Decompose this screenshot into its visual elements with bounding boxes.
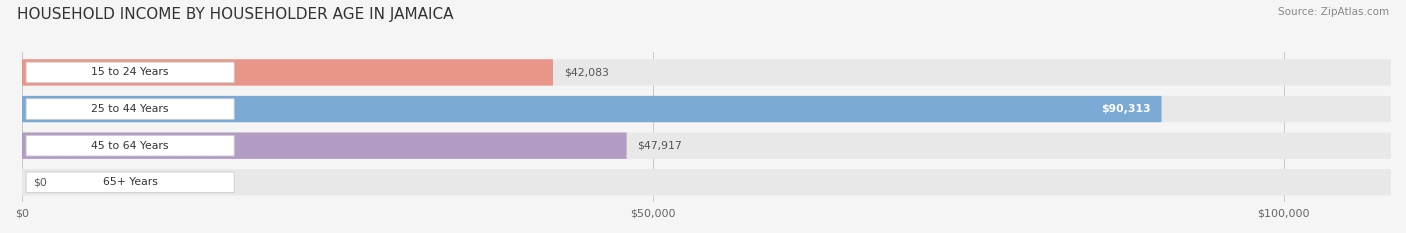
Text: 25 to 44 Years: 25 to 44 Years xyxy=(91,104,169,114)
Text: 45 to 64 Years: 45 to 64 Years xyxy=(91,141,169,151)
FancyBboxPatch shape xyxy=(22,133,627,159)
Text: $47,917: $47,917 xyxy=(637,141,682,151)
FancyBboxPatch shape xyxy=(27,62,235,83)
FancyBboxPatch shape xyxy=(22,133,1391,159)
Text: $90,313: $90,313 xyxy=(1101,104,1150,114)
Text: $0: $0 xyxy=(32,177,46,187)
FancyBboxPatch shape xyxy=(22,59,553,86)
FancyBboxPatch shape xyxy=(22,59,1391,86)
FancyBboxPatch shape xyxy=(27,99,235,119)
Text: 15 to 24 Years: 15 to 24 Years xyxy=(91,67,169,77)
Text: Source: ZipAtlas.com: Source: ZipAtlas.com xyxy=(1278,7,1389,17)
FancyBboxPatch shape xyxy=(27,172,235,193)
Text: HOUSEHOLD INCOME BY HOUSEHOLDER AGE IN JAMAICA: HOUSEHOLD INCOME BY HOUSEHOLDER AGE IN J… xyxy=(17,7,453,22)
FancyBboxPatch shape xyxy=(22,96,1391,122)
FancyBboxPatch shape xyxy=(22,169,1391,195)
FancyBboxPatch shape xyxy=(27,135,235,156)
Text: 65+ Years: 65+ Years xyxy=(103,177,157,187)
FancyBboxPatch shape xyxy=(22,96,1161,122)
Text: $42,083: $42,083 xyxy=(564,67,609,77)
